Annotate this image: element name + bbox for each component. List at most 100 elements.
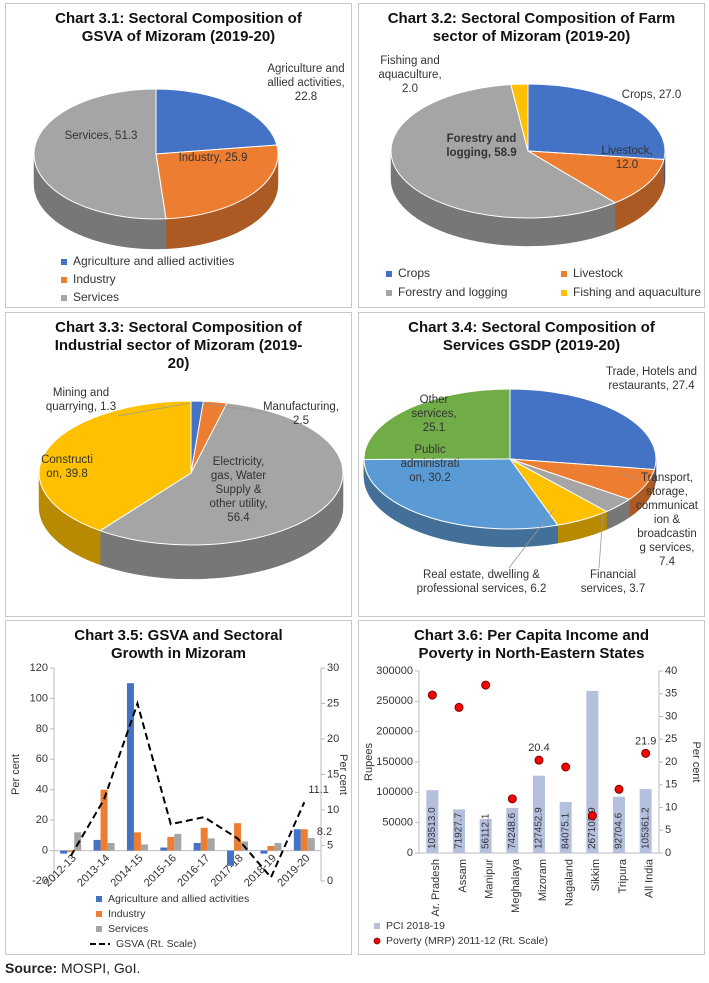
legend-swatch [61,295,67,301]
bar [100,789,108,851]
data-label: Livestock, 12.0 [601,145,653,171]
bar [533,775,545,853]
dot [507,794,517,804]
y2-tick-label: 15 [327,768,339,780]
y2-tick-label: 5 [327,839,333,851]
legend-label: Fishing and aquaculture [573,285,701,299]
y-tick-label: 60 [36,753,48,765]
y2-tick-label: 40 [665,665,677,677]
slice [155,144,279,220]
panel: Chart 3.2: Sectoral Composition of Farm … [358,3,705,308]
data-label: 71927.7 [454,812,465,849]
y-tick-label: 100 [30,692,48,704]
legend-swatch [373,937,381,945]
bar [133,832,141,851]
bar [613,796,625,853]
y-tick-label: 250000 [376,695,413,707]
data-label: Crops, 27.0 [621,89,682,101]
legend-label: Agriculture and allied activities [108,893,249,905]
x-tick-label: Nagaland [564,859,576,906]
legend-swatch [61,259,67,265]
chart-title: Chart 3.5: GSVA and Sectoral Growth in M… [74,627,283,662]
x-tick-label: Mizoram [537,859,549,901]
data-label: Industry, 25.9 [178,152,248,164]
x-tick-label: 2019-20 [275,852,312,889]
y2-tick-label: 20 [327,733,339,745]
x-tick-label: 2012-13 [42,852,79,889]
chart: 0 50000 100000 150000 200000 250000 300000 0 5 10… [363,665,702,947]
x-tick-label: Ar. Pradesh [430,859,442,916]
x-tick-label: Meghalaya [510,858,522,913]
x-tick-label: 2016-17 [175,852,212,889]
y-tick-label: 20 [36,814,48,826]
bar [207,838,215,851]
y-tick-label: -20 [32,875,48,887]
data-label: Other services, 25.1 [411,394,457,434]
slice [510,83,529,152]
leader-line [201,402,269,414]
bar [300,829,308,851]
x-tick-label: Manipur [484,859,496,899]
source-label: Source: [5,960,58,976]
y2-tick-label: 5 [665,824,671,836]
x-tick-label: Assam [457,859,469,893]
data-label: Construction, 39.8 [41,454,93,480]
x-tick-label: 2014-15 [109,852,146,889]
legend-label: Industry [108,908,146,920]
slice [509,388,657,471]
dot [481,680,491,690]
slice [390,84,617,219]
data-label: Services, 51.3 [64,130,138,142]
x-tick-label: 2013-14 [75,852,112,889]
bar [267,846,275,851]
legend-swatch [561,271,567,277]
x-tick-label: Tripura [617,858,629,893]
chart [38,400,344,580]
bar [639,789,652,853]
y-tick-label: 120 [30,662,48,674]
y2-tick-label: 0 [665,847,671,859]
bar [67,850,75,853]
data-label: Electricity, gas, Water Supply & other u… [209,456,268,524]
bar [506,807,519,853]
legend-label: PCI 2018-19 [386,920,445,932]
slice [527,83,666,161]
data-label: Public administration, 30.2 [400,444,460,484]
slice [363,388,511,460]
line [69,700,306,880]
y-tick-label: 0 [407,847,413,859]
slice [527,150,665,204]
dot [427,690,437,700]
bar [426,790,439,853]
data-label: Trade, Hotels and restaurants, 27.4 [606,366,697,392]
bar [167,836,175,851]
slice [98,402,344,546]
data-label: 56112.1 [480,813,491,849]
bar [93,839,101,851]
y2-tick-label: 0 [327,875,333,887]
y-tick-label: 300000 [376,665,413,677]
bar [60,850,68,854]
slice [155,88,278,155]
bar [107,842,115,851]
data-label: Forestry and logging, 58.9 [446,133,517,159]
dot [534,755,544,765]
y-tick-label: 100000 [376,786,413,798]
x-tick-label: Sikkim [590,859,602,891]
x-tick-label: 2015-16 [142,852,179,889]
leader-line [117,402,191,417]
source-text: MOSPI, GoI. [61,960,141,976]
chart: Crops Livestock Forestry and logging Fishin… [386,83,701,299]
panel: Chart 3.4: Sectoral Composition of Servi… [358,312,705,617]
bar [227,850,235,866]
legend-label: Forestry and logging [398,285,507,299]
bar [234,823,242,851]
leader-line [598,512,604,569]
y2-tick-label: 35 [665,688,677,700]
dot [561,762,571,772]
dot [454,702,464,712]
data-label: 8.2 [317,826,332,838]
chart-title: Chart 3.6: Per Capita Income and Poverty… [413,627,650,662]
bar [74,832,82,851]
